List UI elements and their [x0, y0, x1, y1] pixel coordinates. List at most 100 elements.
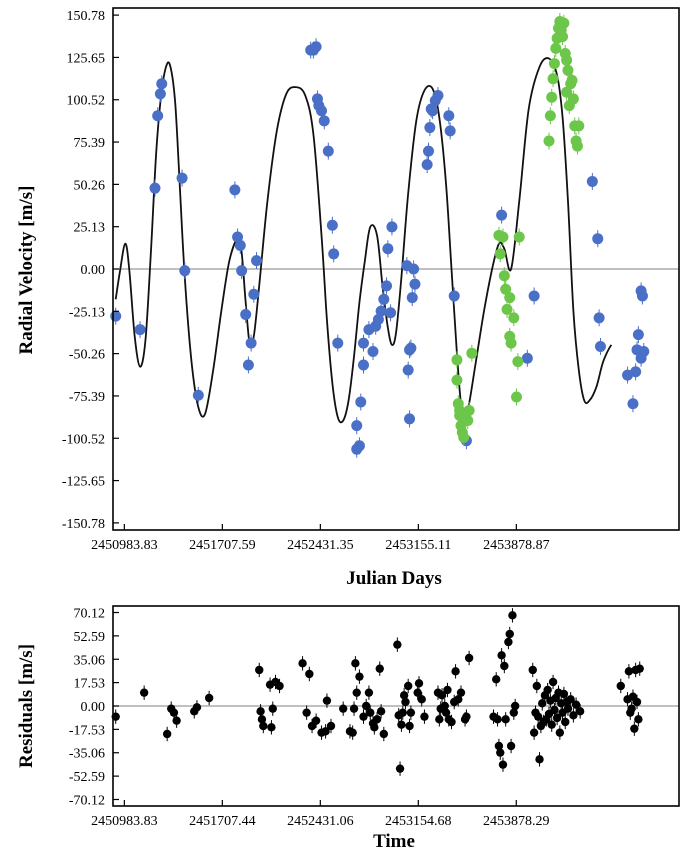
top-data-point — [505, 337, 517, 349]
top-data-point — [110, 310, 122, 322]
top-data-point — [405, 342, 417, 354]
top-y-tick-label: -25.13 — [69, 305, 105, 320]
bottom-x-ticks: 2450983.83 2451707.44 2452431.06 2453154.68… — [91, 800, 550, 829]
bot-data-point — [349, 704, 359, 713]
top-data-point — [463, 404, 475, 416]
bot-data-point — [414, 679, 424, 688]
bot-data-point — [406, 708, 416, 717]
bot-data-point — [413, 688, 422, 697]
top-data-point — [316, 105, 328, 117]
bot-data-point — [379, 729, 389, 739]
bot-data-point — [169, 708, 179, 717]
top-y-tick-label: -50.26 — [69, 348, 105, 363]
top-data-point — [240, 308, 252, 320]
bot-data-point — [401, 697, 410, 707]
top-data-point — [382, 243, 394, 255]
bot-data-point — [501, 715, 510, 724]
top-data-point — [404, 413, 416, 425]
top-data-point — [332, 337, 344, 349]
top-data-point — [251, 255, 263, 267]
top-data-point — [443, 110, 455, 122]
top-data-point — [512, 356, 524, 368]
bot-data-point — [255, 665, 264, 675]
top-data-point — [156, 78, 168, 90]
bot-data-point — [397, 720, 406, 729]
top-data-point — [381, 280, 393, 292]
top-points-group — [110, 12, 650, 458]
top-data-point — [385, 307, 397, 319]
bot-x-tick-label: 2451707.44 — [189, 814, 256, 829]
bottom-y-ticks: 70.12 52.59 35.06 17.53 0.00 -17.53 -35.06 -52.… — [69, 607, 119, 808]
top-x-tick-label: 2453155.11 — [385, 538, 451, 553]
bot-data-point — [372, 715, 382, 724]
top-data-point — [245, 337, 257, 349]
top-data-point — [192, 389, 204, 401]
top-data-point — [586, 175, 598, 187]
top-data-point — [567, 93, 579, 105]
top-y-tick-label: 125.65 — [67, 51, 106, 66]
bot-data-point — [437, 691, 447, 700]
residuals-panel: 70.12 52.59 35.06 17.53 0.00 -17.53 -35.06 -52.… — [16, 605, 680, 852]
bot-data-point — [348, 728, 357, 737]
top-data-point — [408, 263, 420, 275]
top-data-point — [318, 115, 330, 127]
bot-data-point — [204, 693, 214, 703]
bot-data-point — [529, 728, 539, 737]
bot-data-point — [510, 701, 520, 711]
bot-data-point — [509, 708, 519, 717]
bot-data-point — [162, 729, 172, 739]
top-data-point — [498, 270, 510, 282]
top-data-point — [497, 231, 509, 243]
bot-data-point — [405, 721, 414, 731]
top-data-point — [386, 221, 398, 233]
bot-data-point — [441, 708, 451, 717]
top-data-point — [179, 265, 191, 277]
bot-data-point — [538, 699, 547, 708]
bot-data-point — [616, 681, 625, 691]
bot-data-point — [561, 717, 570, 727]
top-data-point — [627, 398, 639, 410]
bot-data-point — [630, 724, 639, 733]
bot-data-point — [464, 653, 474, 663]
top-data-point — [351, 420, 363, 432]
bot-data-point — [563, 704, 573, 713]
top-data-point — [630, 366, 642, 378]
top-data-point — [593, 312, 605, 324]
top-data-point — [521, 352, 533, 364]
bot-data-point — [447, 717, 456, 727]
top-data-point — [496, 209, 508, 221]
bot-data-point — [403, 681, 413, 691]
top-data-point — [409, 278, 421, 290]
bot-data-point — [493, 715, 502, 724]
bottom-x-axis-label: Time — [373, 831, 415, 852]
top-data-point — [154, 88, 166, 100]
bot-data-point — [257, 715, 267, 724]
top-data-point — [149, 182, 161, 194]
top-data-point — [422, 145, 434, 157]
bot-data-point — [420, 712, 429, 721]
bot-data-point — [440, 701, 449, 711]
top-y-tick-label: 0.00 — [81, 263, 106, 278]
top-x-ticks: 2450983.83 2451707.59 2452431.35 2453155.11… — [91, 524, 550, 553]
bot-data-point — [395, 764, 405, 773]
bot-data-point — [627, 704, 636, 713]
top-y-axis-label: Radial Velocity [m/s] — [16, 186, 37, 355]
bot-data-point — [305, 669, 314, 679]
top-y-tick-label: -100.52 — [62, 432, 105, 447]
top-data-point — [528, 290, 540, 302]
bot-data-point — [505, 629, 514, 639]
bot-data-point — [498, 760, 508, 769]
bot-data-point — [496, 748, 505, 757]
top-data-point — [421, 159, 433, 171]
bot-data-point — [550, 705, 559, 715]
bot-data-point — [451, 667, 460, 676]
top-data-point — [466, 347, 478, 359]
top-data-point — [367, 346, 379, 358]
bot-data-point — [528, 665, 537, 675]
top-data-point — [547, 73, 559, 85]
bot-data-point — [355, 672, 364, 681]
top-data-point — [322, 145, 334, 157]
top-data-point — [152, 110, 164, 122]
bottom-y-axis-label: Residuals [m/s] — [16, 644, 37, 768]
bot-data-point — [535, 755, 544, 764]
